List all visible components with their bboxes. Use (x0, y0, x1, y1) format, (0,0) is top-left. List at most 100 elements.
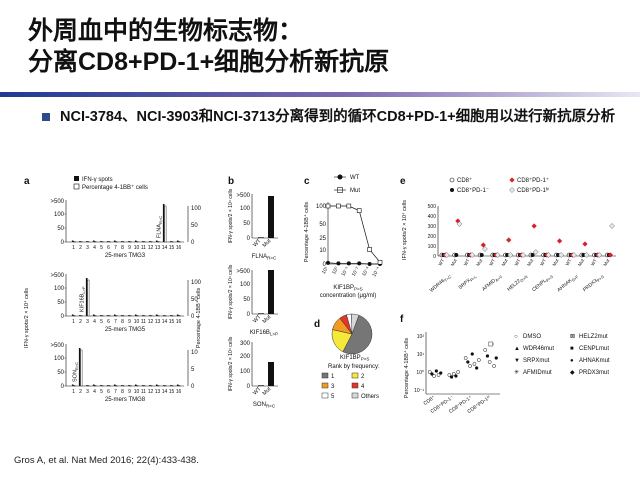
bar-percent (101, 241, 104, 243)
legend-label: 4 (361, 384, 365, 390)
bar-ifn (162, 385, 165, 386)
bar-ifn (120, 385, 123, 386)
bar-percent (164, 385, 167, 387)
r-tick-label: 0 (191, 240, 195, 246)
y-top-label: >500 (236, 269, 250, 275)
panel-b-ylabel: IFN-γ spots/2 × 10⁴ cells (228, 264, 234, 319)
x-tick-label: 12 (148, 319, 154, 325)
y-tick-label: 0 (247, 236, 251, 242)
point-1 (555, 253, 560, 257)
y-tick-label: 0 (61, 240, 65, 246)
point (454, 374, 458, 378)
r-tick-label: 50 (191, 223, 198, 229)
legend-label: AHNAKmut (579, 358, 610, 364)
bar-percent (73, 241, 76, 243)
x-tick-label: 10¹ (321, 266, 330, 276)
legend-marker (449, 177, 455, 183)
point (466, 360, 470, 364)
panel-c-ylabel: Percentage 4-1BB⁺ cells (303, 202, 310, 263)
point-2 (607, 252, 614, 258)
panel-a-legend-1: Percentage 4-1BB⁺ cells (82, 184, 148, 191)
point-1 (454, 253, 459, 257)
r-tick-label: 100 (191, 206, 202, 212)
bullet-text: NCI-3784、NCI-3903和NCI-3713分离得到的循环CD8+PD-… (60, 109, 616, 125)
bar-ifn (92, 384, 95, 386)
bar-ifn (85, 241, 88, 242)
bar-ifn (99, 241, 102, 242)
y-tick-label: 50 (57, 226, 64, 232)
title-line-1: 外周血中的生物标志物： (28, 17, 304, 45)
panel-b-xlabel: SONR>C (253, 402, 276, 409)
y-tick-label: 10⁰ (416, 370, 424, 376)
x-tick-label: WT (590, 258, 598, 267)
y-tick-label: 10⁻¹ (414, 388, 424, 394)
x-tick-label: 10⁻² (351, 266, 361, 278)
point (447, 373, 452, 377)
peak-label: FLNAR>C (157, 216, 164, 238)
bar-ifn (169, 241, 172, 242)
panel-b-xlabel: FLNAR>C (252, 254, 277, 261)
x-tick-label: 13 (155, 389, 161, 395)
legend-label: CD8⁺PD-1⁺ (517, 177, 549, 184)
bar-percent (94, 241, 97, 243)
bar-percent (94, 385, 97, 387)
bar-ifn (71, 314, 74, 316)
bar-percent (73, 315, 76, 317)
bar-ifn (127, 315, 130, 316)
bar-mut (268, 362, 274, 386)
point-3 (507, 252, 514, 258)
x-tick-label: 13 (155, 319, 161, 325)
point-1 (530, 253, 535, 257)
bar-percent (143, 315, 146, 317)
point-mut (367, 247, 372, 252)
panel-a-xlabel: 25-mers TMG3 (105, 253, 146, 259)
x-tick-label: 2 (79, 389, 82, 395)
bar-percent (129, 315, 132, 317)
bar-ifn (141, 315, 144, 316)
y-tick-label: 100 (240, 206, 251, 212)
legend-marker: ⊠ (570, 334, 575, 340)
legend-label: DMSO (523, 334, 541, 340)
x-tick-label: 1 (72, 389, 75, 395)
y-tick-label: 200 (240, 354, 251, 360)
point-mut (377, 259, 383, 265)
point-3 (583, 252, 590, 258)
panel-b-row-2: 300 200 100 0 WT Mut SONR>C IFN-γ spots/2 × 10⁴… (228, 336, 278, 409)
point-2 (506, 237, 512, 243)
y-tick-label: 50 (57, 370, 64, 376)
point (463, 356, 468, 360)
x-tick-label: 5 (100, 245, 103, 251)
x-tick-label: 15 (169, 319, 175, 325)
point-2 (582, 241, 588, 247)
point (432, 374, 436, 378)
x-tick-label: 3 (86, 245, 89, 251)
bar-percent (87, 241, 90, 243)
group-label: AHNAKS>F (556, 273, 580, 294)
y-tick-label: 0 (61, 314, 65, 320)
panel-d-label-2: Rank by frequency: (328, 364, 380, 370)
point-3 (443, 252, 450, 258)
panel-f: f 10²10¹10⁰10⁻¹CD8⁺CD8⁺PD-1⁻CD8⁺PD-1⁺CD8… (400, 314, 610, 415)
y-tick-label: 0 (247, 312, 251, 318)
point-3 (609, 223, 615, 229)
bar-ifn (78, 315, 81, 316)
x-tick-label: 12 (148, 389, 154, 395)
point (485, 354, 490, 358)
legend-marker: ● (570, 358, 574, 364)
legend-marker: ✳ (514, 369, 519, 376)
bar-percent (171, 385, 174, 387)
bar-percent (129, 385, 132, 387)
y-tick-label: 50 (57, 300, 64, 306)
panel-e-letter: e (400, 176, 406, 187)
bar-ifn (106, 241, 109, 242)
y-tick-label: 10 (319, 248, 326, 254)
point (475, 366, 479, 370)
panel-b-letter: b (228, 176, 234, 187)
bar-percent (108, 315, 111, 317)
x-tick-label: 16 (176, 319, 182, 325)
x-tick-label: 7 (114, 319, 117, 325)
y-tick-label: 50 (319, 222, 326, 228)
bar-percent (94, 315, 97, 317)
bar-ifn (162, 315, 165, 316)
legend-label: HELZ2mut (579, 334, 608, 340)
